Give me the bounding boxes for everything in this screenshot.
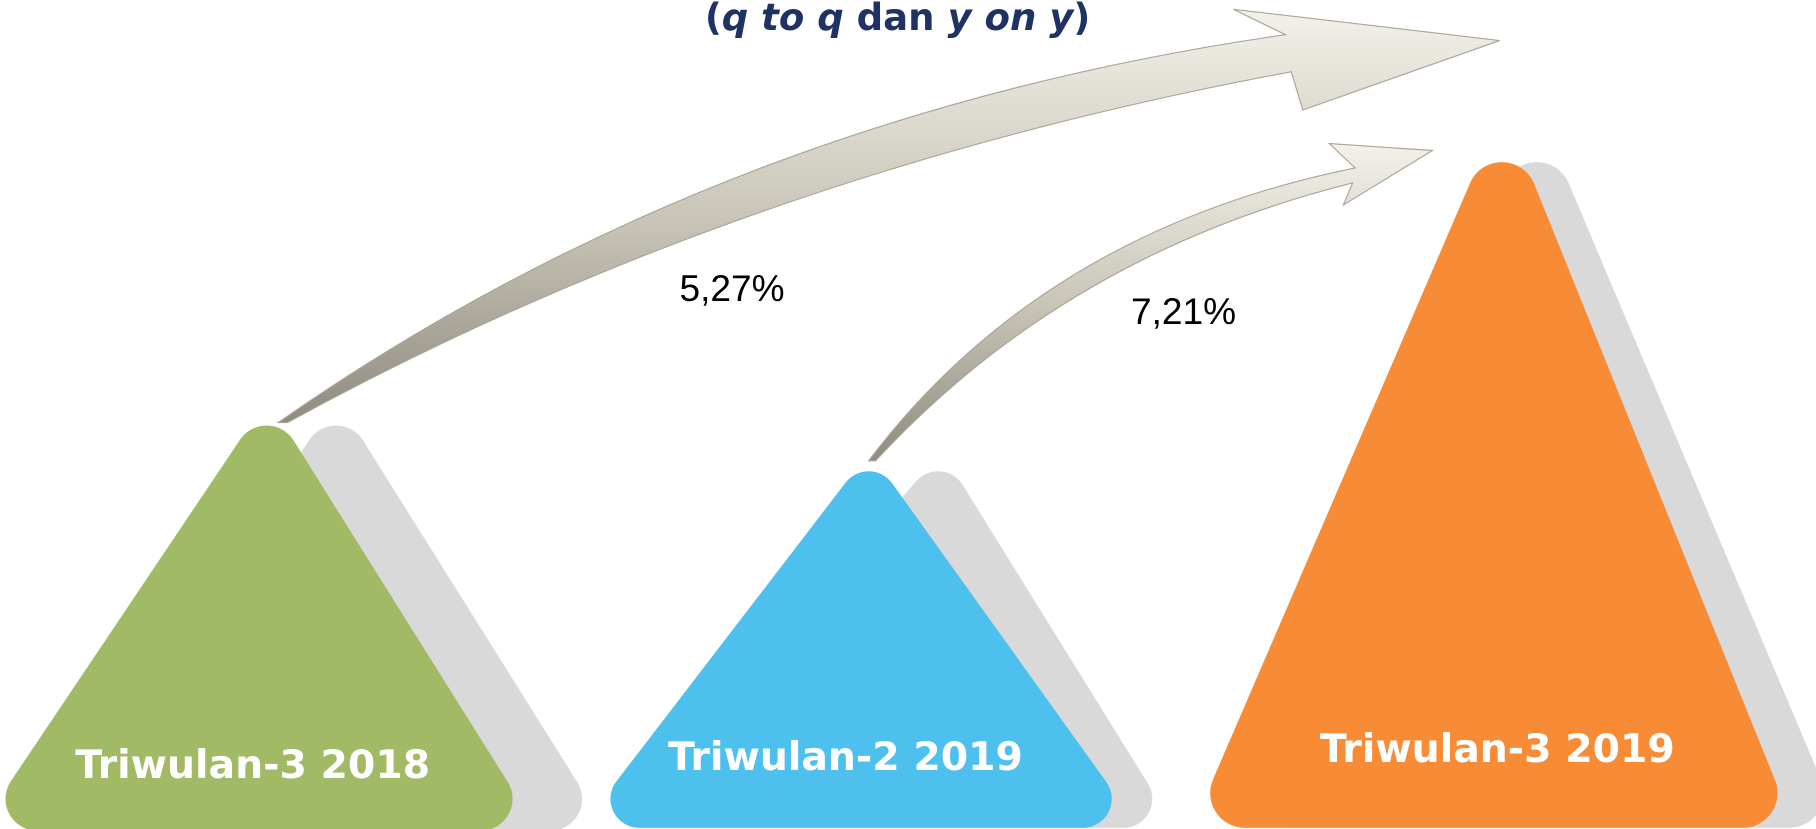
node-label: Triwulan-2 2019: [668, 734, 1023, 780]
title-part: y on y: [947, 0, 1075, 39]
title-part: ): [1073, 0, 1090, 39]
arrow-label: 5,27%: [679, 267, 784, 309]
node-shape: [5, 425, 513, 829]
title-part: q to q: [722, 0, 844, 39]
arrow: [867, 142, 1435, 462]
node-shape: [610, 471, 1112, 828]
node-label: Triwulan-3 2019: [1320, 726, 1675, 772]
node-shape: [1210, 162, 1778, 828]
title-part: (: [705, 0, 722, 39]
node-label: Triwulan-3 2018: [75, 742, 430, 788]
title: (q to q dan y on y): [705, 0, 1091, 39]
arrow-label: 7,21%: [1131, 290, 1236, 332]
title-part: dan: [844, 0, 948, 39]
arrow: [276, 8, 1500, 424]
